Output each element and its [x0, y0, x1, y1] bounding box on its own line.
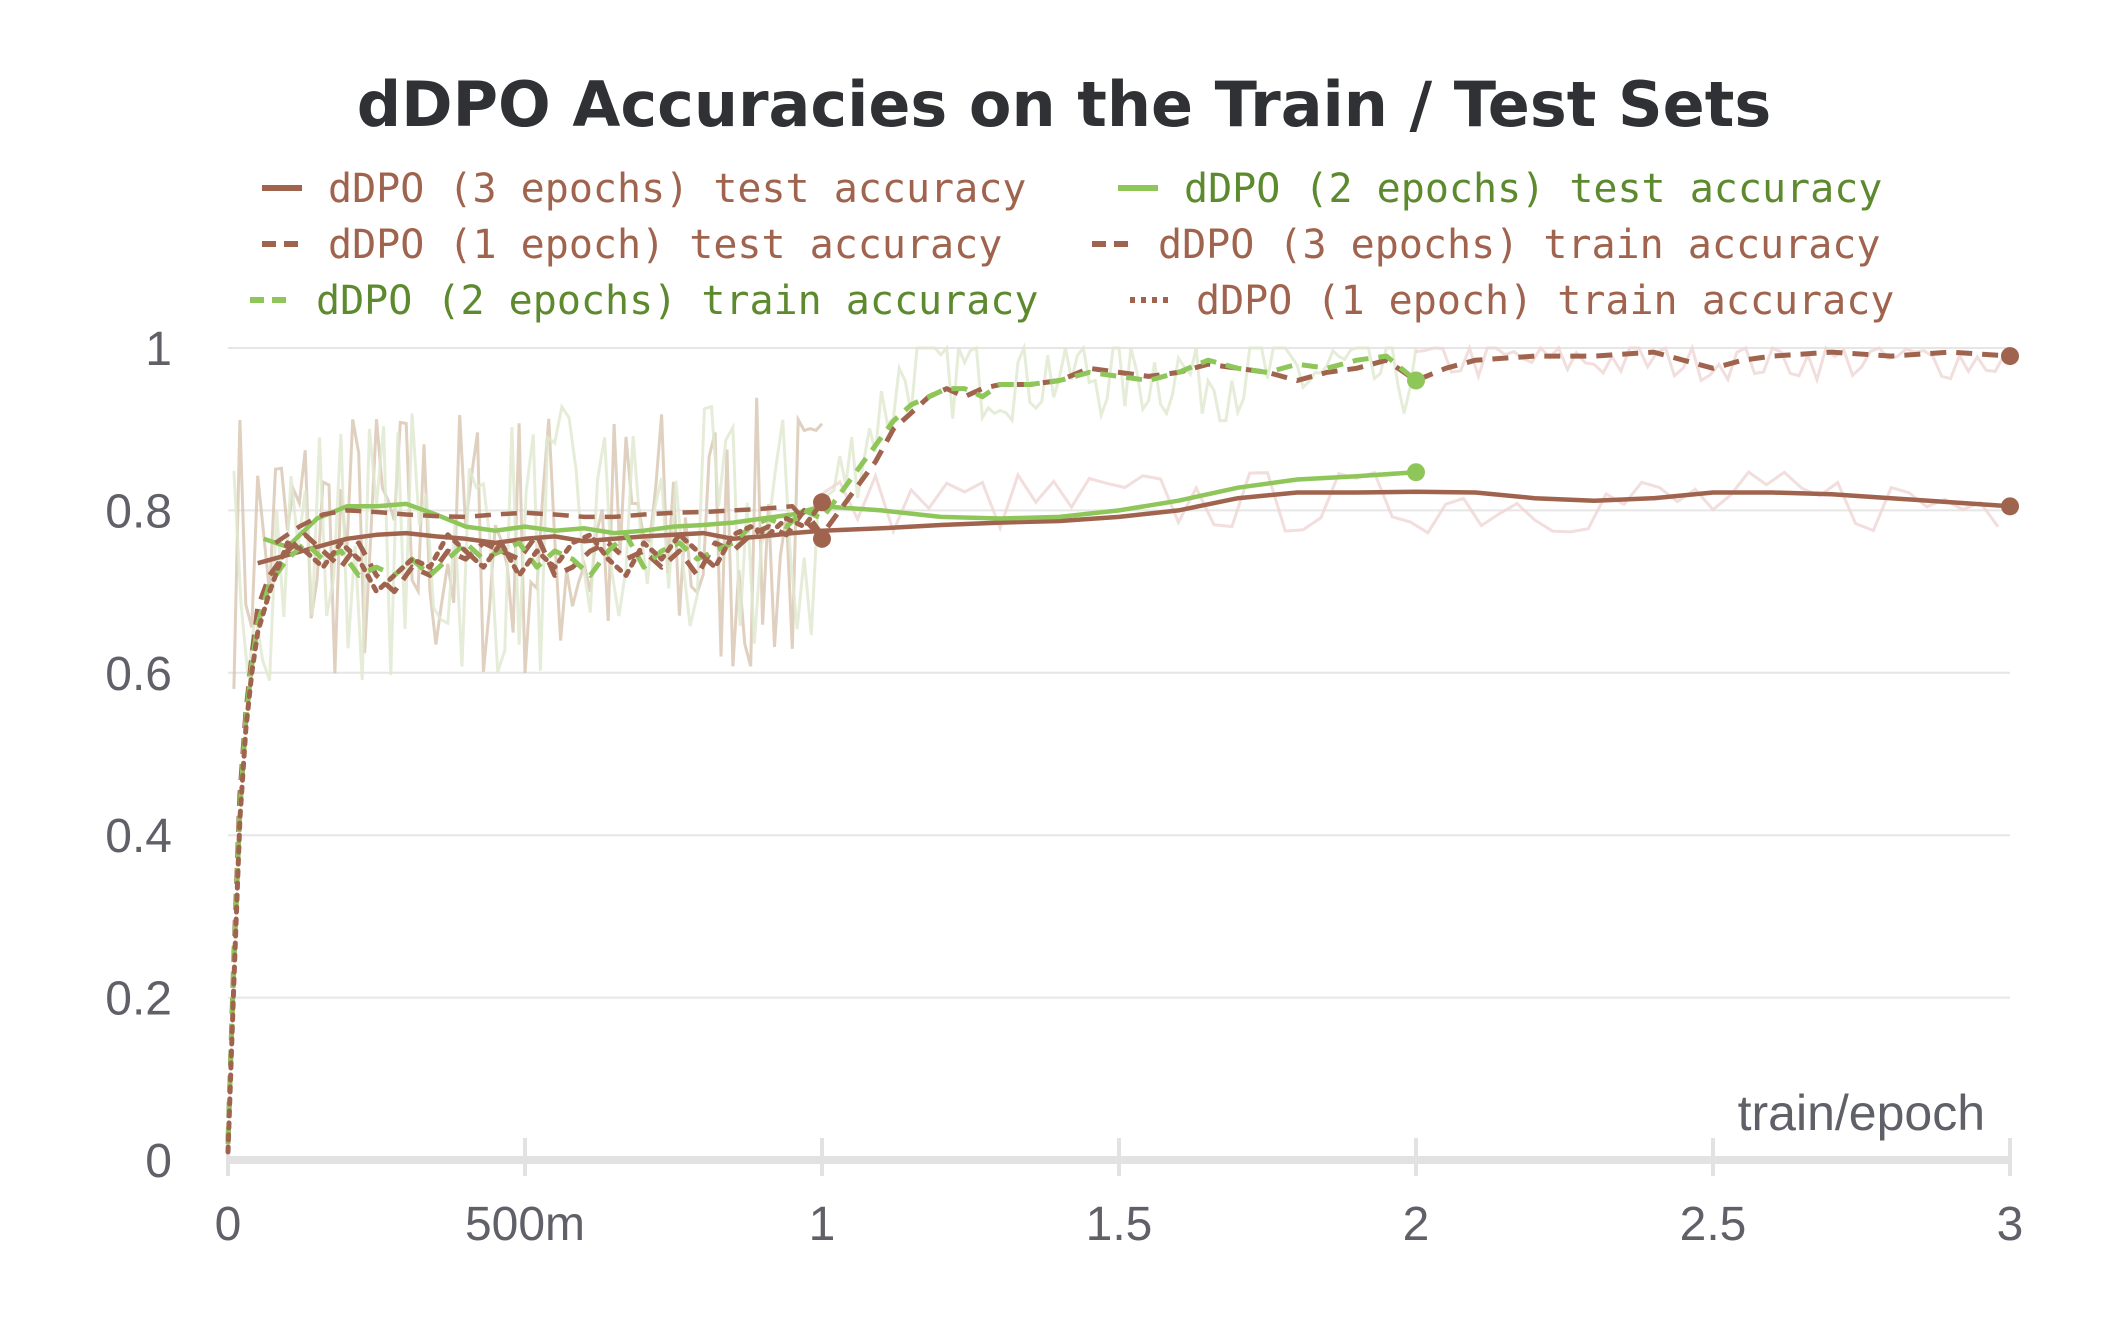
x-tick-label: 3 — [1997, 1198, 2024, 1251]
raw-test-trace — [821, 470, 2000, 536]
series-end-marker-1 — [2001, 497, 2019, 516]
legend-label-4: dDPO (3 epochs) train accuracy — [1158, 222, 1880, 268]
y-tick-label: 0 — [145, 1135, 172, 1188]
x-tick-label: 2.5 — [1680, 1198, 1747, 1251]
x-axis: 0 500m 1 1.5 2 2.5 3 — [215, 1138, 2024, 1251]
series-end-marker-3 — [813, 529, 831, 548]
legend-label-1: dDPO (3 epochs) test accuracy — [328, 166, 1026, 212]
x-axis-title: train/epoch — [1738, 1085, 1985, 1141]
series-line-6 — [225, 499, 825, 1155]
legend: dDPO (3 epochs) test accuracy dDPO (2 epo… — [250, 166, 1894, 324]
y-tick-label: 0.2 — [105, 973, 172, 1026]
x-tick-label: 1 — [809, 1198, 836, 1251]
x-tick-label: 0 — [215, 1198, 242, 1251]
legend-label-5: dDPO (2 epochs) train accuracy — [316, 278, 1038, 324]
series-line-5 — [225, 353, 1418, 1144]
legend-label-2: dDPO (2 epochs) test accuracy — [1184, 166, 1882, 212]
x-tick-label: 2 — [1403, 1198, 1430, 1251]
series-end-marker-5 — [1407, 371, 1425, 390]
series-lines — [225, 347, 2019, 1155]
y-tick-label: 1 — [145, 323, 172, 376]
raw-train-trace-3 — [820, 342, 1418, 509]
chart-title: dDPO Accuracies on the Train / Test Sets — [357, 68, 1771, 141]
x-tick-label: 1.5 — [1086, 1198, 1153, 1251]
series-line-2 — [262, 469, 1417, 550]
raw-train-trace-2 — [232, 402, 820, 681]
gridlines — [228, 347, 2010, 999]
series-end-marker-4 — [2001, 347, 2019, 366]
y-tick-label: 0.4 — [105, 810, 172, 863]
legend-label-6: dDPO (1 epoch) train accuracy — [1196, 278, 1894, 324]
y-tick-label: 0.8 — [105, 485, 172, 538]
y-tick-label: 0.6 — [105, 648, 172, 701]
y-axis: 0 0.2 0.4 0.6 0.8 1 — [105, 323, 172, 1188]
series-end-marker-2 — [1407, 463, 1425, 482]
raw-train-trace-4 — [1415, 343, 2006, 385]
x-tick-label: 500m — [465, 1198, 585, 1251]
series-end-marker-6 — [813, 493, 831, 512]
series-line-4 — [225, 349, 2011, 1144]
series-line-3 — [274, 504, 824, 545]
legend-label-3: dDPO (1 epoch) test accuracy — [328, 222, 1002, 268]
